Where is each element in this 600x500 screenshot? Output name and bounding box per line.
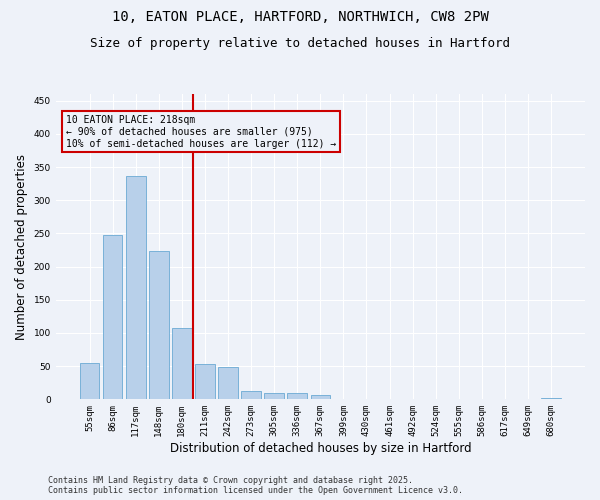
X-axis label: Distribution of detached houses by size in Hartford: Distribution of detached houses by size … (170, 442, 471, 455)
Bar (172, 328, 191, 400)
Bar (126, 176, 146, 400)
Text: Size of property relative to detached houses in Hartford: Size of property relative to detached ho… (90, 38, 510, 51)
Text: 10 EATON PLACE: 218sqm
← 90% of detached houses are smaller (975)
10% of semi-de: 10 EATON PLACE: 218sqm ← 90% of detached… (66, 116, 337, 148)
Bar (80, 363, 100, 400)
Bar (218, 367, 238, 400)
Y-axis label: Number of detached properties: Number of detached properties (15, 154, 28, 340)
Bar (356, 398, 376, 400)
Bar (241, 392, 261, 400)
Bar (195, 364, 215, 400)
Bar (541, 398, 561, 400)
Text: Contains HM Land Registry data © Crown copyright and database right 2025.
Contai: Contains HM Land Registry data © Crown c… (48, 476, 463, 495)
Bar (149, 250, 169, 400)
Text: 10, EATON PLACE, HARTFORD, NORTHWICH, CW8 2PW: 10, EATON PLACE, HARTFORD, NORTHWICH, CW… (112, 10, 488, 24)
Bar (103, 236, 122, 400)
Bar (287, 394, 307, 400)
Bar (265, 392, 284, 400)
Bar (311, 396, 330, 400)
